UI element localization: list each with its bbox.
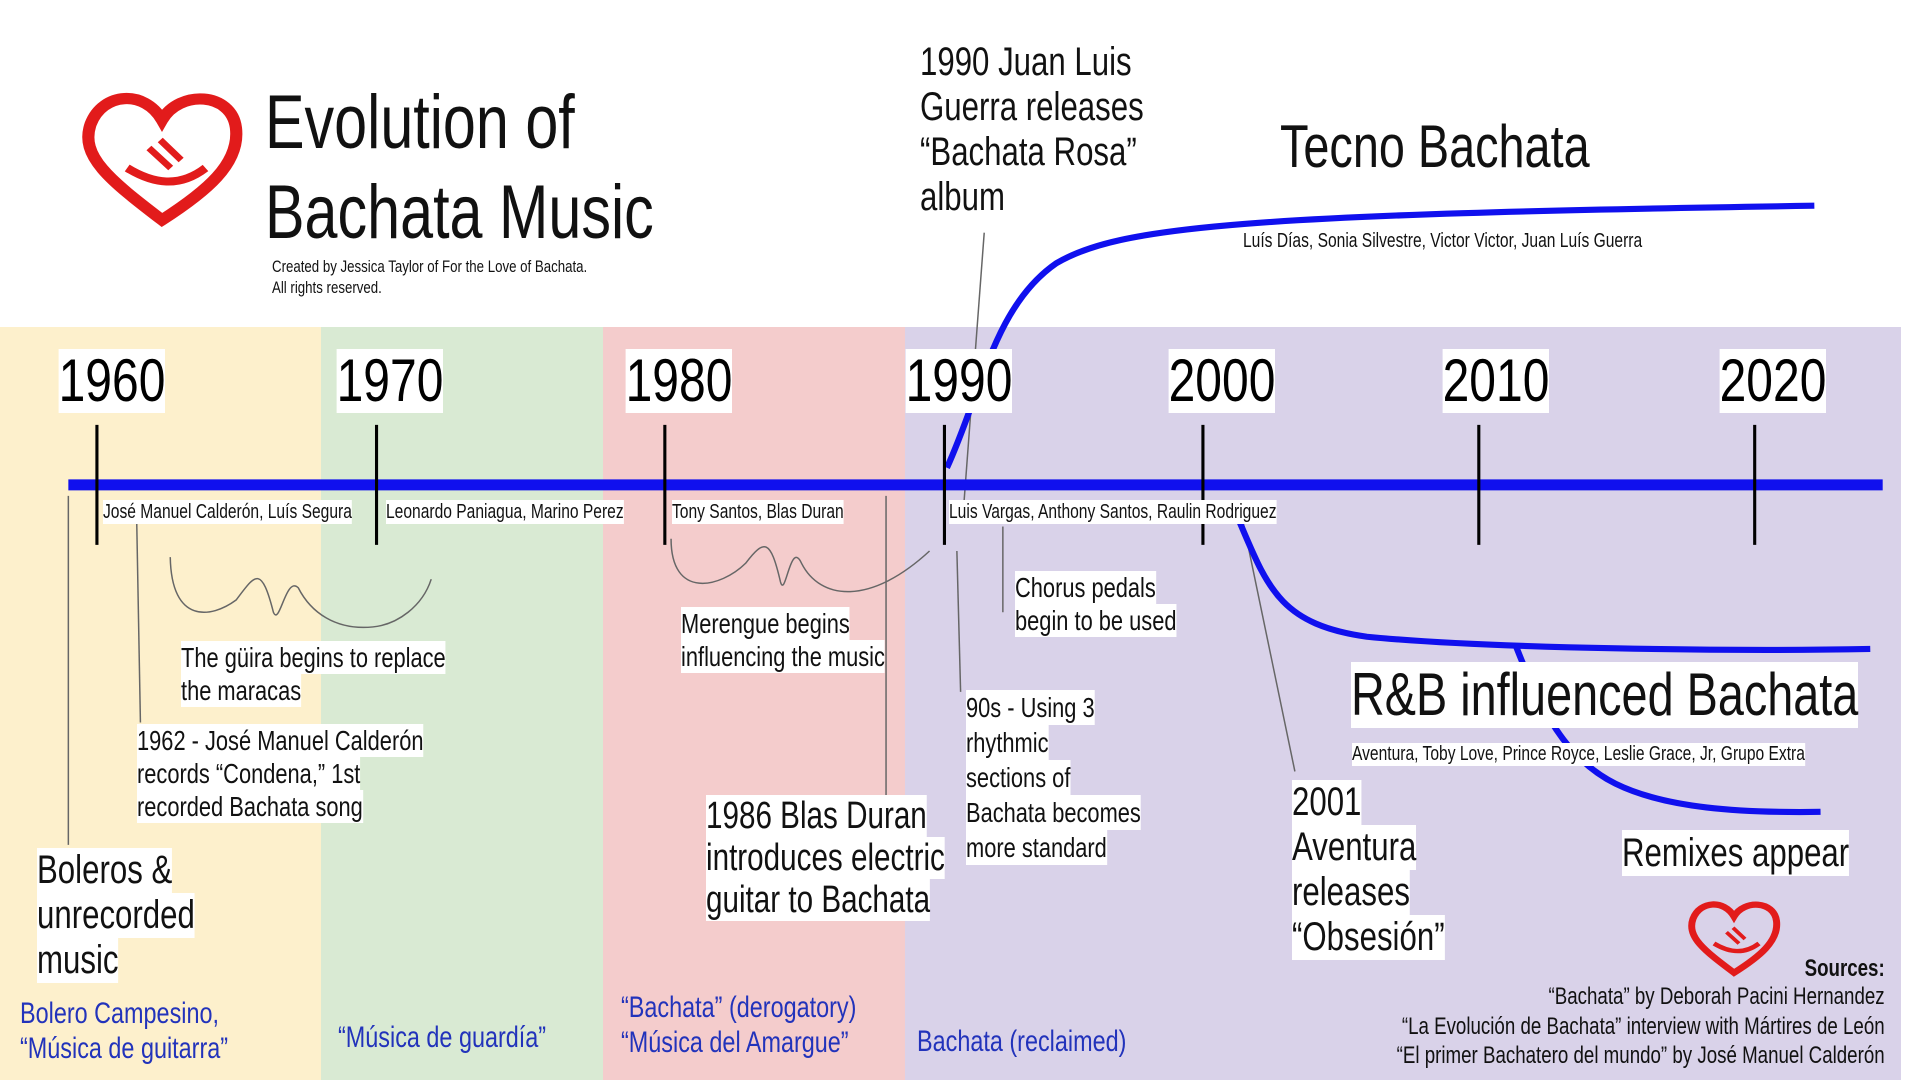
era-band — [603, 327, 905, 1080]
credit: Created by Jessica Taylor of For the Lov… — [272, 256, 587, 298]
event: 1990 Juan Luis Guerra releases “Bachata … — [920, 40, 1144, 220]
event-line: Guerra releases — [920, 85, 1144, 129]
event: Boleros & unrecorded music — [37, 848, 195, 983]
title: Evolution of Bachata Music — [265, 78, 654, 258]
era-line: Bolero Campesino, — [20, 997, 220, 1030]
event-line: Boleros & — [37, 848, 173, 893]
era-label: Bolero Campesino, “Música de guitarra” — [20, 996, 228, 1066]
event: The güira begins to replace the maracas — [181, 641, 446, 707]
style-name: R&B influenced Bachata — [1351, 661, 1859, 728]
event-line: “Obsesión” — [1292, 915, 1445, 960]
decade-label: 1960 — [58, 347, 166, 414]
event-line: 1962 - José Manuel Calderón — [137, 724, 424, 757]
squiggle — [670, 538, 931, 593]
event: 1986 Blas Duran introduces electric guit… — [706, 795, 945, 921]
event-line: releases — [1292, 870, 1410, 915]
event-line: recorded Bachata song — [137, 790, 363, 823]
logo-small — [1688, 901, 1781, 977]
source: “Bachata” by Deborah Pacini Hernandez — [1548, 983, 1885, 1010]
credit-line: Created by Jessica Taylor of For the Lov… — [272, 257, 588, 276]
decade-label: 2010 — [1442, 347, 1550, 414]
era-label: “Música de guardía” — [338, 1020, 546, 1055]
style-name-text: R&B influenced Bachata — [1351, 661, 1859, 728]
era-line: “Música de guitarra” — [20, 1032, 229, 1065]
event-line: music — [37, 938, 119, 983]
event-line: more standard — [966, 830, 1107, 865]
era-line: “Bachata” (derogatory) — [621, 991, 857, 1024]
credit-line: All rights reserved. — [272, 278, 382, 297]
style-artists: Aventura, Toby Love, Prince Royce, Lesli… — [1352, 743, 1805, 766]
sources-list: “Bachata” by Deborah Pacini Hernandez “L… — [1397, 982, 1885, 1071]
event-line: The güira begins to replace — [181, 641, 446, 674]
style-name: Tecno Bachata — [1280, 113, 1590, 180]
era-line: “Música de guardía” — [338, 1021, 547, 1054]
event: Chorus pedals begin to be used — [1015, 571, 1177, 637]
era-label: “Bachata” (derogatory) “Música del Amarg… — [621, 990, 856, 1060]
decade-label: 1970 — [336, 347, 444, 414]
connector — [135, 520, 142, 723]
decade-label: 2020 — [1719, 347, 1827, 414]
event-line: unrecorded — [37, 893, 195, 938]
event: 1962 - José Manuel Calderón records “Con… — [137, 724, 424, 823]
event: 90s - Using 3 rhythmic sections of Bacha… — [966, 690, 1141, 865]
event-line: Chorus pedals — [1015, 571, 1156, 604]
artists: Luis Vargas, Anthony Santos, Raulin Rodr… — [949, 500, 1277, 524]
rnb-curve — [1236, 519, 1871, 653]
event-line: sections of — [966, 760, 1071, 795]
event-line: influencing the music — [681, 640, 885, 673]
source: “La Evolución de Bachata” interview with… — [1402, 1012, 1885, 1040]
connector — [956, 551, 962, 692]
event-line: 1990 Juan Luis — [920, 40, 1132, 84]
decade-label: 1980 — [625, 347, 733, 414]
era-line: “Música del Amargue” — [621, 1026, 849, 1059]
decade-label: 2000 — [1168, 347, 1276, 414]
event-line: Aventura — [1292, 825, 1417, 870]
event-line: introduces electric — [706, 837, 945, 879]
artists: José Manuel Calderón, Luís Segura — [103, 500, 352, 524]
event-line: guitar to Bachata — [706, 879, 931, 921]
decade-label: 1990 — [905, 347, 1013, 414]
event-line: 90s - Using 3 — [966, 690, 1095, 725]
logo — [82, 92, 243, 228]
style-name: Remixes appear — [1622, 830, 1850, 876]
event-line: “Bachata Rosa” — [920, 130, 1137, 174]
style-artists: Luís Días, Sonia Silvestre, Victor Victo… — [1243, 230, 1643, 252]
title-line: Evolution of — [265, 80, 575, 165]
title-line: Bachata Music — [265, 170, 654, 255]
era-band — [321, 327, 603, 1080]
source: “El primer Bachatero del mundo” by José … — [1397, 1042, 1885, 1069]
event-line: Merengue begins — [681, 607, 850, 640]
event: Merengue begins influencing the music — [681, 607, 885, 673]
event: 2001 Aventura releases “Obsesión” — [1292, 780, 1445, 960]
event-line: begin to be used — [1015, 604, 1177, 637]
event-line: 2001 — [1292, 780, 1362, 825]
style-artists-text: Aventura, Toby Love, Prince Royce, Lesli… — [1352, 743, 1805, 766]
event-line: rhythmic — [966, 725, 1049, 760]
artists: Leonardo Paniagua, Marino Perez — [386, 500, 624, 524]
style-name-text: Remixes appear — [1622, 830, 1850, 876]
event-line: album — [920, 175, 1005, 219]
artists: Tony Santos, Blas Duran — [672, 500, 844, 524]
event-line: 1986 Blas Duran — [706, 795, 927, 837]
sources-heading: Sources: — [1804, 955, 1885, 982]
event-line: records “Condena,” 1st — [137, 757, 361, 790]
squiggle — [169, 557, 432, 629]
event-line: the maracas — [181, 674, 302, 707]
era-line: Bachata (reclaimed) — [917, 1025, 1127, 1058]
event-line: Bachata becomes — [966, 795, 1141, 830]
era-label: Bachata (reclaimed) — [917, 1024, 1126, 1059]
